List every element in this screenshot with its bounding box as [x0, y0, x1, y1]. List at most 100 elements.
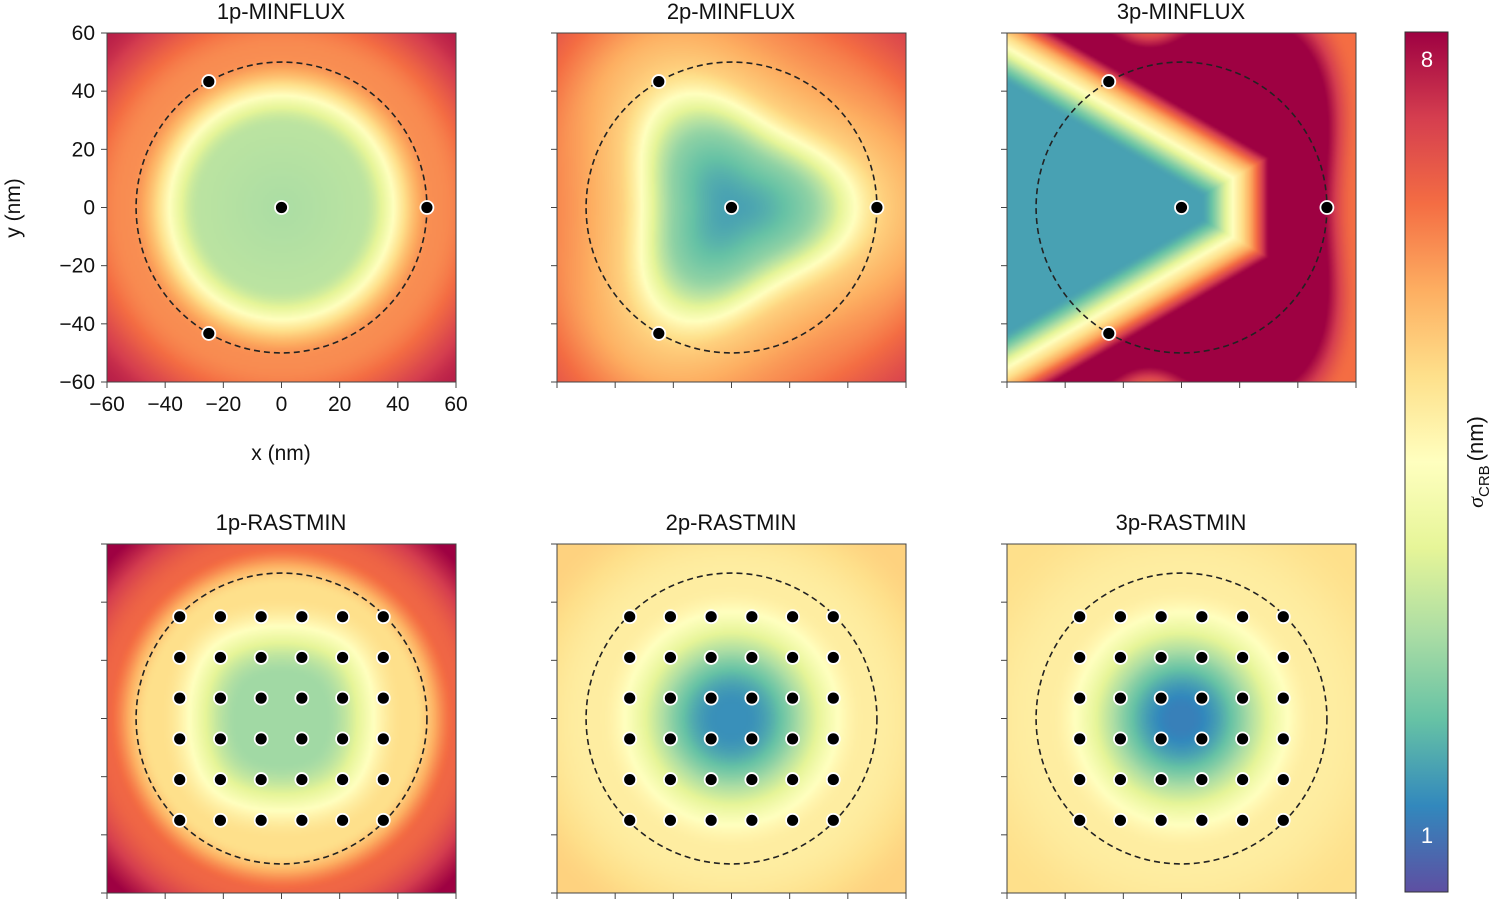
beam-position-dot [1275, 731, 1291, 747]
beam-position-dot [375, 772, 391, 787]
panel-1p-rastmin: 1p-RASTMIN [101, 510, 457, 899]
beam-position-dot [622, 731, 638, 747]
panel-plot [101, 543, 457, 899]
beam-position-dot [785, 812, 800, 828]
beam-position-dot [744, 690, 760, 706]
beam-position-dot [1153, 650, 1169, 665]
beam-position-dot [253, 609, 269, 625]
beam-position-dot [294, 812, 310, 828]
beam-position-dot [1275, 650, 1291, 665]
beam-position-dot [335, 609, 350, 625]
heatmap [1007, 544, 1356, 893]
beam-position-dot [253, 690, 269, 706]
x-tick-label: −40 [147, 393, 183, 416]
beam-position-dot [294, 731, 310, 747]
panel-3p-rastmin: 3p-RASTMIN [1001, 510, 1357, 899]
beam-position-dot [213, 609, 228, 625]
beam-position-dot [663, 650, 678, 665]
panel-plot: −60 −40 −20 0 20 40 60 −60 −40 −20 0 20 40 60 [59, 22, 467, 416]
beam-position-dot [1113, 772, 1128, 787]
dashed-circle [1035, 572, 1328, 865]
beam-position-dot [294, 772, 310, 787]
panel-title: 3p-RASTMIN [1116, 510, 1247, 535]
beam-position-dot [335, 690, 350, 706]
beam-position-dot [1174, 200, 1189, 215]
beam-position-dot [663, 609, 678, 625]
colorbar-unit: (nm) [1463, 416, 1488, 461]
beam-position-dot [744, 609, 760, 625]
beam-position-dot [253, 650, 269, 665]
dashed-circle [135, 572, 428, 865]
panel-2p-minflux: 2p-MINFLUX [551, 0, 907, 388]
beam-position-dot [213, 650, 228, 665]
beam-position-dot [1113, 650, 1128, 665]
y-axis-label: y (nm) [2, 178, 25, 238]
beam-position-dot [335, 731, 350, 747]
y-tick-label: −20 [59, 255, 95, 278]
beam-position-dot [172, 812, 188, 828]
beam-position-dot [663, 772, 678, 787]
panel-plot [1001, 543, 1357, 899]
beam-position-dot [703, 609, 719, 625]
beam-position-dot [744, 772, 760, 787]
beam-position-dot [825, 772, 841, 787]
y-tick-label: −60 [59, 371, 95, 394]
beam-position-dot [651, 326, 667, 341]
panel-plot [551, 543, 907, 899]
beam-position-dot [785, 731, 800, 747]
panel-title: 2p-MINFLUX [667, 0, 796, 24]
beam-position-dot [703, 812, 719, 828]
y-tick-label: 0 [83, 197, 95, 220]
beam-position-dot [1235, 650, 1250, 665]
beam-position-dot [1235, 812, 1250, 828]
x-tick-label: 0 [276, 393, 288, 416]
beam-position-dot [1113, 731, 1128, 747]
colorbar-sigma: σ [1463, 496, 1488, 508]
beam-position-dot [825, 650, 841, 665]
beam-position-dot [622, 609, 638, 625]
colorbar-max-label: 8 [1421, 47, 1433, 72]
beam-position-dot [294, 650, 310, 665]
beam-position-dot [294, 609, 310, 625]
beam-position-dot [1275, 609, 1291, 625]
panel-3p-minflux: 3p-MINFLUX [1001, 0, 1357, 388]
colorbar-title: σCRB (nm) [1463, 416, 1490, 508]
beam-position-dot [172, 690, 188, 706]
beam-position-dot [1235, 772, 1250, 787]
beam-position-dot [1113, 690, 1128, 706]
beam-position-dot [724, 200, 739, 215]
beam-position-dot [335, 812, 350, 828]
beam-position-dot [375, 650, 391, 665]
beam-position-dot [663, 812, 678, 828]
beam-position-dot [1235, 609, 1250, 625]
colorbar-bar [1404, 31, 1449, 893]
beam-position-dot [1235, 731, 1250, 747]
beam-position-dot [1153, 812, 1169, 828]
x-tick-label: −20 [206, 393, 242, 416]
beam-position-dot [1235, 690, 1250, 706]
beam-position-dot [1072, 772, 1088, 787]
colorbar-subscript: CRB [1476, 465, 1490, 497]
beam-position-dot [622, 650, 638, 665]
panel-title: 3p-MINFLUX [1117, 0, 1246, 24]
beam-position-dot [703, 731, 719, 747]
panel-title: 1p-RASTMIN [216, 510, 347, 535]
beam-position-dot [1072, 609, 1088, 625]
beam-position-dot [274, 200, 289, 215]
beam-position-dot [172, 609, 188, 625]
y-tick-label: 20 [72, 138, 95, 161]
beam-position-dot [744, 812, 760, 828]
beam-position-dot [213, 772, 228, 787]
beam-position-dot [825, 690, 841, 706]
beam-position-dot [213, 812, 228, 828]
beam-position-dot [1153, 609, 1169, 625]
beam-position-dot [294, 690, 310, 706]
beam-position-dot [335, 650, 350, 665]
beam-position-dot [253, 772, 269, 787]
beam-position-dot [825, 812, 841, 828]
beam-position-dot [1153, 731, 1169, 747]
beam-position-dot [622, 772, 638, 787]
y-tick-label: 60 [72, 22, 95, 45]
beam-position-dot [375, 690, 391, 706]
